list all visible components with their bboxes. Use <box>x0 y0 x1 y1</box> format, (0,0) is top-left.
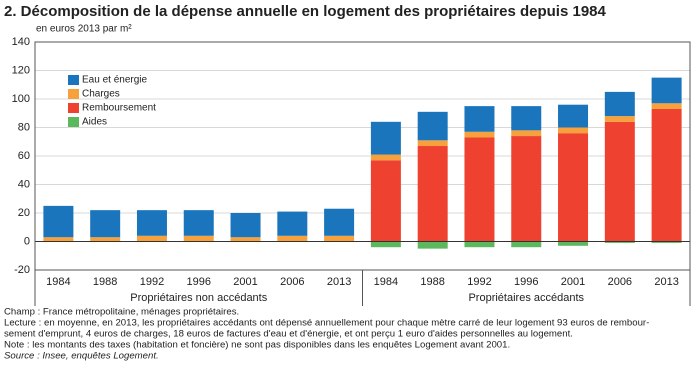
y-tick-label: 0 <box>24 235 30 247</box>
x-tick-label: 1988 <box>93 276 117 288</box>
bar-segment <box>417 241 448 249</box>
x-tick-label: 1984 <box>46 276 70 288</box>
bar-segment <box>558 241 589 246</box>
bar-segment <box>464 241 495 248</box>
bar-segment <box>230 237 261 242</box>
bar-segment <box>136 210 167 236</box>
bar-segment <box>651 108 682 242</box>
bar-segment <box>324 235 355 242</box>
x-tick-label: 2001 <box>561 276 585 288</box>
x-tick-label: 1992 <box>467 276 491 288</box>
bar-segment <box>604 91 635 117</box>
x-tick-label: 2001 <box>233 276 257 288</box>
bar-segment <box>558 104 589 128</box>
bar-segment <box>558 127 589 134</box>
legend-label: Remboursement <box>82 103 156 114</box>
bar-segment <box>370 121 401 155</box>
bar-segment <box>370 154 401 161</box>
bar-segment <box>370 241 401 248</box>
y-tick-label: 60 <box>18 150 30 162</box>
x-tick-label: 2013 <box>327 276 351 288</box>
group-label: Propriétaires accédants <box>468 292 584 304</box>
bar-segment <box>136 235 167 242</box>
bar-segment <box>651 103 682 109</box>
y-tick-label: 140 <box>12 36 30 48</box>
bar-segment <box>417 111 448 141</box>
bar-segment <box>464 131 495 138</box>
bar-segment <box>511 136 542 242</box>
bar-segment <box>277 211 308 236</box>
note: sement d'emprunt, 4 euros de charges, 18… <box>4 329 573 340</box>
bar-segment <box>183 210 214 236</box>
bar-segment <box>558 133 589 242</box>
bar-segment <box>511 106 542 131</box>
legend-swatch <box>68 117 79 127</box>
bar-segment <box>277 235 308 242</box>
legend-label: Aides <box>82 117 107 128</box>
bar-segment <box>464 137 495 242</box>
x-tick-label: 1984 <box>374 276 398 288</box>
x-tick-label: 1996 <box>514 276 538 288</box>
x-tick-label: 1996 <box>187 276 211 288</box>
legend-label: Eau et énergie <box>82 75 147 86</box>
bar-segment <box>511 241 542 248</box>
legend-swatch <box>68 103 79 113</box>
y-tick-label: 20 <box>18 207 30 219</box>
bar-segment <box>90 210 121 238</box>
chart-title: 2. Décomposition de la dépense annuelle … <box>4 3 607 20</box>
bar-segment <box>604 241 635 243</box>
bar-segment <box>43 205 74 238</box>
note: Champ : France métropolitaine, ménages p… <box>4 307 239 318</box>
legend-label: Charges <box>82 89 120 100</box>
bar-segment <box>417 140 448 147</box>
bar-segment <box>604 121 635 242</box>
bar-segment <box>230 213 261 238</box>
x-tick-label: 1988 <box>420 276 444 288</box>
x-tick-label: 2006 <box>608 276 632 288</box>
y-tick-label: 120 <box>12 64 30 76</box>
bar-segment <box>43 237 74 242</box>
y-tick-label: 100 <box>12 93 30 105</box>
x-tick-label: 1992 <box>140 276 164 288</box>
note: Lecture : en moyenne, en 2013, les propr… <box>4 318 649 329</box>
bar-segment <box>651 241 682 243</box>
y-tick-label: 80 <box>18 121 30 133</box>
note: Note : les montants des taxes (habitatio… <box>4 340 510 351</box>
bar-segment <box>90 237 121 242</box>
x-tick-label: 2013 <box>654 276 678 288</box>
source: Source : Insee, enquêtes Logement. <box>4 351 159 362</box>
y-tick-label: 40 <box>18 178 30 190</box>
bar-segment <box>604 116 635 122</box>
legend-swatch <box>68 89 79 99</box>
bar-segment <box>417 146 448 242</box>
bar-segment <box>651 77 682 104</box>
bar-segment <box>464 106 495 132</box>
bar-segment <box>183 235 214 242</box>
y-tick-label: -20 <box>14 264 30 276</box>
y-axis-label: en euros 2013 par m² <box>36 24 132 35</box>
legend-swatch <box>68 75 79 85</box>
bar-segment <box>324 208 355 236</box>
x-tick-label: 2006 <box>280 276 304 288</box>
group-label: Propriétaires non accédants <box>130 292 267 304</box>
bar-segment <box>511 130 542 137</box>
bar-segment <box>370 160 401 242</box>
